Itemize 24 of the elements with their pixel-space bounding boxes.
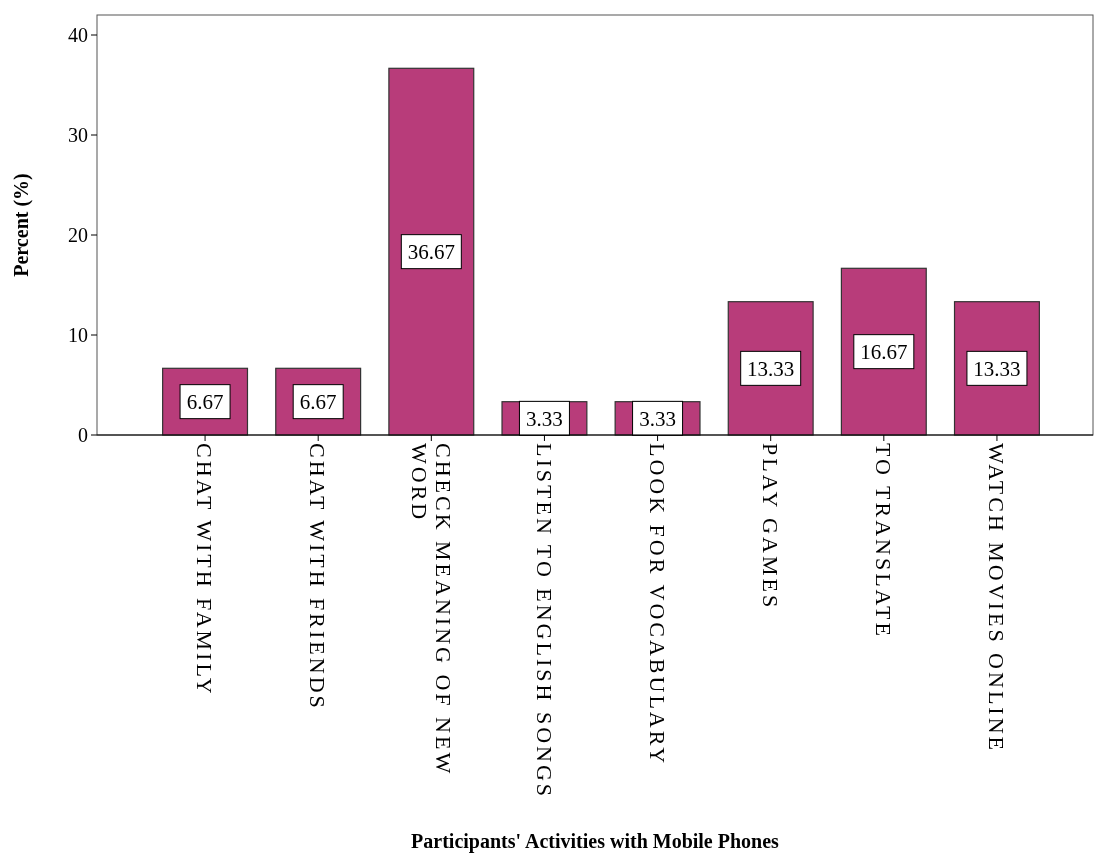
x-tick-label: CHAT WITH FAMILY: [192, 443, 218, 697]
x-tick-label: LISTEN TO ENGLISH SONGS: [531, 443, 557, 800]
y-tick-label: 20: [68, 224, 88, 246]
data-label: 13.33: [973, 356, 1021, 381]
x-tick-label: CHECK MEANING OF NEW WORD: [406, 443, 456, 777]
y-tick-label: 40: [68, 24, 88, 46]
x-tick-label: LOOK FOR VOCABULARY: [644, 443, 670, 767]
x-axis-title: Participants' Activities with Mobile Phones: [411, 830, 780, 853]
data-label: 3.33: [526, 406, 563, 431]
data-label: 6.67: [186, 390, 224, 414]
data-label: 13.33: [747, 356, 795, 381]
x-tick-label: CHAT WITH FRIENDS: [305, 443, 331, 711]
data-label: 3.33: [639, 406, 676, 431]
x-tick-label: WATCH MOVIES ONLINE: [984, 443, 1010, 753]
y-tick-label: 10: [68, 324, 88, 346]
data-label: 6.67: [299, 390, 337, 414]
y-tick-label: 30: [68, 124, 88, 146]
data-label: 36.67: [407, 240, 455, 264]
y-axis-title: Percent (%): [10, 173, 33, 277]
y-tick-label: 0: [78, 424, 88, 446]
x-tick-label: PLAY GAMES: [757, 443, 783, 611]
bar: [388, 67, 475, 436]
data-label: 16.67: [860, 340, 908, 364]
x-tick-label: TO TRANSLATE: [871, 443, 897, 639]
